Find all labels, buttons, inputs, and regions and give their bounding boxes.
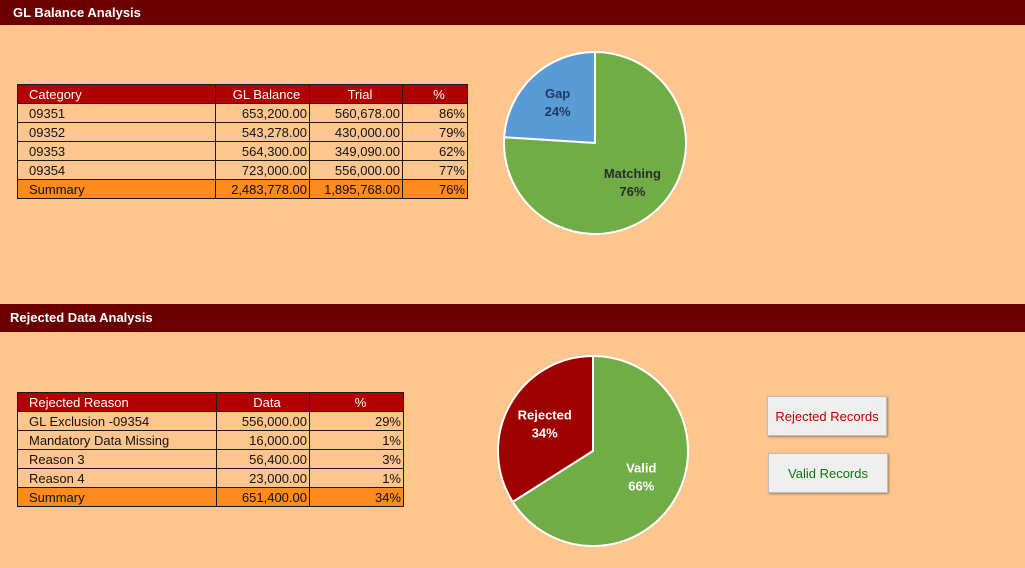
summary-row: Summary 651,400.00 34% (17, 487, 404, 507)
gl-balance-pie-chart: Gap 24% Matching 76% (503, 50, 687, 235)
table-row: Reason 3 56,400.00 3% (17, 449, 404, 469)
reason-cell: Reason 4 (17, 468, 217, 488)
gl-balance-cell: 564,300.00 (215, 141, 310, 161)
percent-cell: 77% (402, 160, 468, 180)
trial-cell: 349,090.00 (309, 141, 403, 161)
category-cell: 09354 (17, 160, 216, 180)
percent-cell: 1% (309, 430, 404, 450)
column-header: Category (17, 84, 216, 104)
summary-label-cell: Summary (17, 179, 216, 199)
rejected-data-title: Rejected Data Analysis (10, 310, 153, 325)
summary-percent-cell: 34% (309, 487, 404, 507)
summary-percent-cell: 76% (402, 179, 468, 199)
gl-balance-section-header: GL Balance Analysis (0, 0, 1025, 25)
table-row: GL Exclusion -09354 556,000.00 29% (17, 411, 404, 431)
summary-gl-balance-cell: 2,483,778.00 (215, 179, 310, 199)
table-row: 09352 543,278.00 430,000.00 79% (17, 122, 468, 142)
column-header: Data (216, 392, 310, 412)
table-header-row: Category GL Balance Trial % (17, 84, 468, 104)
column-header: % (402, 84, 468, 104)
pie-slice-percent: 76% (619, 184, 645, 199)
column-header: % (309, 392, 404, 412)
gl-balance-cell: 653,200.00 (215, 103, 310, 123)
reason-cell: Mandatory Data Missing (17, 430, 217, 450)
pie-slice-label: Rejected (518, 407, 572, 422)
category-cell: 09352 (17, 122, 216, 142)
column-header: GL Balance (215, 84, 310, 104)
pie-slice-percent: 34% (532, 425, 558, 440)
data-cell: 23,000.00 (216, 468, 310, 488)
percent-cell: 29% (309, 411, 404, 431)
table-row: 09354 723,000.00 556,000.00 77% (17, 160, 468, 180)
category-cell: 09351 (17, 103, 216, 123)
summary-data-cell: 651,400.00 (216, 487, 310, 507)
percent-cell: 86% (402, 103, 468, 123)
percent-cell: 3% (309, 449, 404, 469)
trial-cell: 430,000.00 (309, 122, 403, 142)
table-row: Mandatory Data Missing 16,000.00 1% (17, 430, 404, 450)
reason-cell: GL Exclusion -09354 (17, 411, 217, 431)
pie-slice-label: Gap (545, 86, 570, 101)
pie-slice-label: Valid (626, 461, 656, 476)
gl-balance-table: Category GL Balance Trial % 09351 653,20… (17, 84, 468, 199)
table-row: Reason 4 23,000.00 1% (17, 468, 404, 488)
gl-balance-cell: 723,000.00 (215, 160, 310, 180)
pie-slice-percent: 66% (628, 479, 654, 494)
rejected-data-pie-chart: Rejected 34% Valid 66% (497, 354, 689, 547)
column-header: Trial (309, 84, 403, 104)
trial-cell: 556,000.00 (309, 160, 403, 180)
summary-trial-cell: 1,895,768.00 (309, 179, 403, 199)
pie-slice-gap (503, 50, 596, 145)
rejected-data-table: Rejected Reason Data % GL Exclusion -093… (17, 392, 404, 507)
data-cell: 56,400.00 (216, 449, 310, 469)
summary-label-cell: Summary (17, 487, 217, 507)
table-row: 09353 564,300.00 349,090.00 62% (17, 141, 468, 161)
pie-slice-label: Matching (604, 166, 661, 181)
gl-balance-cell: 543,278.00 (215, 122, 310, 142)
trial-cell: 560,678.00 (309, 103, 403, 123)
pie-slice-matching (503, 50, 687, 235)
column-header: Rejected Reason (17, 392, 217, 412)
data-cell: 16,000.00 (216, 430, 310, 450)
valid-records-button[interactable]: Valid Records (768, 453, 888, 493)
data-cell: 556,000.00 (216, 411, 310, 431)
pie-slice-percent: 24% (545, 104, 571, 119)
table-row: 09351 653,200.00 560,678.00 86% (17, 103, 468, 123)
percent-cell: 62% (402, 141, 468, 161)
summary-row: Summary 2,483,778.00 1,895,768.00 76% (17, 179, 468, 199)
table-header-row: Rejected Reason Data % (17, 392, 404, 412)
rejected-data-section-header: Rejected Data Analysis (0, 304, 1025, 332)
rejected-records-button[interactable]: Rejected Records (767, 396, 887, 436)
pie-slice-valid (511, 354, 689, 547)
category-cell: 09353 (17, 141, 216, 161)
reason-cell: Reason 3 (17, 449, 217, 469)
gl-balance-title: GL Balance Analysis (13, 5, 141, 20)
percent-cell: 79% (402, 122, 468, 142)
percent-cell: 1% (309, 468, 404, 488)
